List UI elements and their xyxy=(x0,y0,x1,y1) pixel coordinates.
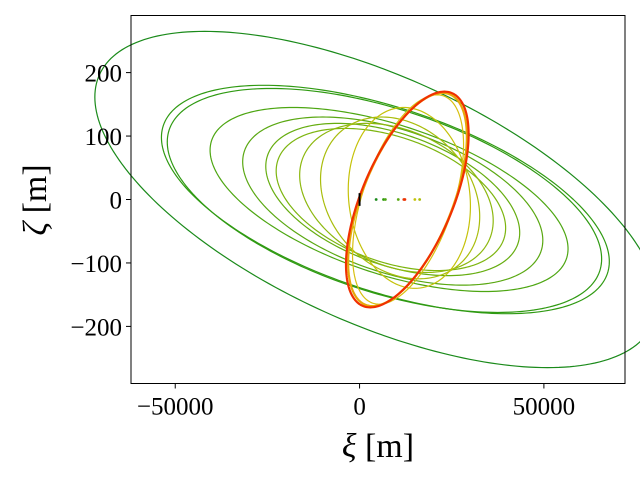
plot-markers xyxy=(358,193,422,206)
y-axis-unit: [m] xyxy=(17,164,54,222)
orbit-series-7 xyxy=(275,127,507,272)
orbit-series-8 xyxy=(299,122,494,274)
orbit-series-1 xyxy=(94,30,640,369)
x-axis-label: ξ [m] xyxy=(342,428,414,465)
y-tick-label-2: 100 xyxy=(85,124,123,151)
plot-series xyxy=(94,30,640,369)
y-axis-label: ζ [m] xyxy=(17,164,54,235)
marker-2 xyxy=(374,198,378,201)
orbit-series-9 xyxy=(319,116,481,280)
y-axis-ticks: 200 100 0 −100 −200 xyxy=(70,61,131,341)
plot-frame xyxy=(130,15,626,384)
marker-8 xyxy=(413,198,417,201)
marker-5 xyxy=(396,198,400,201)
marker-4 xyxy=(383,198,387,201)
x-axis-unit: [m] xyxy=(356,428,414,465)
orbit-series-4 xyxy=(209,106,569,293)
x-tick-label-1: −50000 xyxy=(137,394,214,421)
x-axis-ticks: −50000 0 50000 xyxy=(137,383,576,421)
marker-7 xyxy=(403,198,407,201)
orbit-series-3 xyxy=(166,87,603,314)
orbit-series-5 xyxy=(242,116,544,286)
x-axis-symbol: ξ xyxy=(342,428,357,465)
y-tick-label-1: 200 xyxy=(85,61,123,88)
y-axis-symbol: ζ xyxy=(17,220,54,236)
y-tick-label-4: −100 xyxy=(70,251,122,278)
orbit-series-2 xyxy=(160,84,610,315)
x-tick-label-2: 0 xyxy=(353,394,366,421)
y-tick-label-5: −200 xyxy=(70,314,122,341)
orbit-series-6 xyxy=(265,122,521,277)
marker-9 xyxy=(418,198,422,201)
orbit-series-13 xyxy=(344,90,470,309)
x-tick-label-3: 50000 xyxy=(513,394,576,421)
orbit-series-10 xyxy=(347,106,472,289)
y-tick-label-3: 0 xyxy=(110,188,123,215)
